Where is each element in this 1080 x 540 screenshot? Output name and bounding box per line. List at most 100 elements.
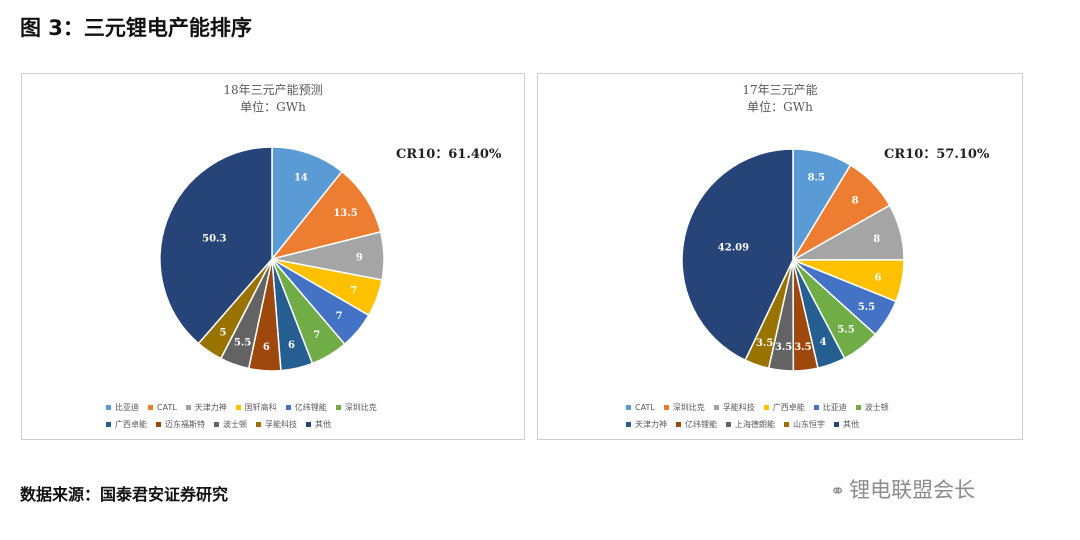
legend-label: 比亚迪 [822, 403, 847, 412]
legend-label: 亿纬锂能 [294, 403, 327, 412]
data-label: 7 [313, 330, 320, 341]
legend-swatch [855, 405, 861, 410]
legend-swatch [106, 422, 111, 427]
data-label: 9 [356, 253, 363, 264]
legend-swatch [106, 405, 111, 410]
chart-title: 17年三元产能 [742, 83, 818, 97]
legend-swatch [335, 405, 341, 410]
chart-title-block: 17年三元产能 单位：GWh [538, 82, 1022, 116]
legend-item: 其他 [306, 419, 331, 430]
legend-label: 深圳比克 [672, 403, 705, 412]
wechat-icon: ⚭ [830, 481, 846, 502]
legend-item: 广西卓能 [106, 419, 147, 430]
legend-label: 其他 [843, 420, 859, 429]
pie-slice [271, 146, 344, 262]
legend-label: 上海德朗能 [735, 420, 775, 429]
cr10-annotation: CR10：57.10% [884, 147, 990, 162]
legend-swatch [214, 422, 219, 427]
legend-swatch [256, 422, 261, 427]
legend: CATL 深圳比克 孚能科技 广西卓能 比亚迪 波士顿天津力神 亿纬锂能 上海德朗能 山东恒宇 其… [626, 402, 898, 436]
legend-item: 亿纬锂能 [676, 419, 717, 430]
legend-item: 天津力神 [626, 419, 667, 430]
legend-item: 深圳比克 [663, 402, 705, 413]
legend-swatch [676, 422, 681, 427]
legend-item: 其他 [834, 419, 859, 430]
data-label: 5.5 [234, 337, 251, 348]
chart-unit: 单位：GWh [747, 100, 813, 114]
legend-row: 广西卓能 迈东福斯特 波士顿 孚能科技 其他 [106, 419, 386, 436]
data-label: 6 [263, 342, 270, 353]
data-label: 5.5 [858, 302, 875, 313]
legend-label: 其他 [315, 420, 331, 429]
legend-item: 国轩高科 [235, 402, 277, 413]
pie-slice [270, 170, 382, 261]
legend-label: 波士顿 [223, 420, 247, 429]
data-label: 7 [336, 311, 343, 322]
cr10-annotation: CR10：61.40% [396, 147, 502, 162]
data-label: 8 [873, 234, 880, 245]
data-label: 5.5 [837, 324, 854, 335]
legend-label: 天津力神 [194, 403, 227, 412]
data-label: 13.5 [333, 208, 357, 219]
figure-title: 图 3：三元锂电产能排序 [20, 16, 252, 40]
pie-slice [159, 146, 273, 345]
legend-swatch [306, 422, 311, 427]
legend-item: CATL [626, 403, 655, 412]
legend-item: 迈东福斯特 [156, 419, 205, 430]
data-label: 8 [852, 196, 859, 207]
legend-swatch [185, 405, 191, 410]
legend-item: 比亚迪 [813, 402, 847, 413]
legend-row: CATL 深圳比克 孚能科技 广西卓能 比亚迪 波士顿 [626, 402, 898, 419]
legend-item: 山东恒宇 [784, 419, 825, 430]
data-label: 50.3 [202, 233, 226, 244]
chart-panel-2017: 8.5 8 8 6 5.5 5.5 4 3.5 3.5 3.5 42.09 17年三元产能 单位：G… [537, 73, 1023, 440]
legend-row: 比亚迪 CATL 天津力神 国轩高科 亿纬锂能 深圳比克 [106, 402, 386, 419]
legend-label: 深圳比克 [344, 403, 377, 412]
legend-label: 亿纬锂能 [685, 420, 717, 429]
data-label: 5 [220, 327, 227, 338]
legend-swatch [626, 422, 631, 427]
legend-item: 上海德朗能 [726, 419, 775, 430]
legend-item: 天津力神 [185, 402, 227, 413]
legend-label: 广西卓能 [772, 403, 805, 412]
chart-title: 18年三元产能预测 [223, 83, 323, 97]
legend-label: 天津力神 [635, 420, 667, 429]
legend-label: CATL [635, 403, 655, 412]
legend-swatch [834, 422, 839, 427]
chart-unit: 单位：GWh [240, 100, 306, 114]
legend-item: 孚能科技 [713, 402, 755, 413]
data-label: 6 [288, 340, 295, 351]
legend-item: 孚能科技 [256, 419, 297, 430]
legend-label: 孚能科技 [265, 420, 297, 429]
data-label: 8.5 [808, 173, 825, 184]
legend-label: 比亚迪 [115, 403, 139, 412]
legend-label: 国轩高科 [244, 403, 277, 412]
legend-item: 波士顿 [855, 402, 889, 413]
chart-panel-2018: 14 13.5 9 7 7 7 6 6 5.5 5 50.3 18年三元产能预测 单位：GWh CR… [21, 73, 525, 440]
legend-item: 广西卓能 [763, 402, 805, 413]
data-label: 3.5 [794, 342, 811, 353]
legend-swatch [663, 405, 669, 410]
legend-swatch [784, 422, 789, 427]
legend-item: 深圳比克 [335, 402, 377, 413]
legend-swatch [148, 405, 153, 410]
legend-item: 亿纬锂能 [285, 402, 327, 413]
legend: 比亚迪 CATL 天津力神 国轩高科 亿纬锂能 深圳比克 广西卓能 迈东福斯特 波士顿 孚能科技 其… [106, 402, 386, 436]
data-label: 4 [820, 337, 827, 348]
watermark: ⚭ 锂电联盟会长 [830, 474, 975, 504]
legend-label: 广西卓能 [115, 420, 147, 429]
legend-swatch [626, 405, 631, 410]
legend-swatch [813, 405, 819, 410]
legend-swatch [726, 422, 731, 427]
legend-swatch [763, 405, 769, 410]
legend-swatch [713, 405, 719, 410]
pie-chart-2018: 14 13.5 9 7 7 7 6 6 5.5 5 50.3 [159, 146, 385, 372]
source-note: 数据来源：国泰君安证券研究 [20, 485, 229, 504]
data-label: 3.5 [756, 338, 773, 349]
legend-item: 比亚迪 [106, 402, 139, 413]
watermark-text: 锂电联盟会长 [849, 478, 976, 502]
legend-swatch [285, 405, 291, 410]
legend-item: 波士顿 [214, 419, 247, 430]
data-label: 14 [294, 173, 308, 184]
